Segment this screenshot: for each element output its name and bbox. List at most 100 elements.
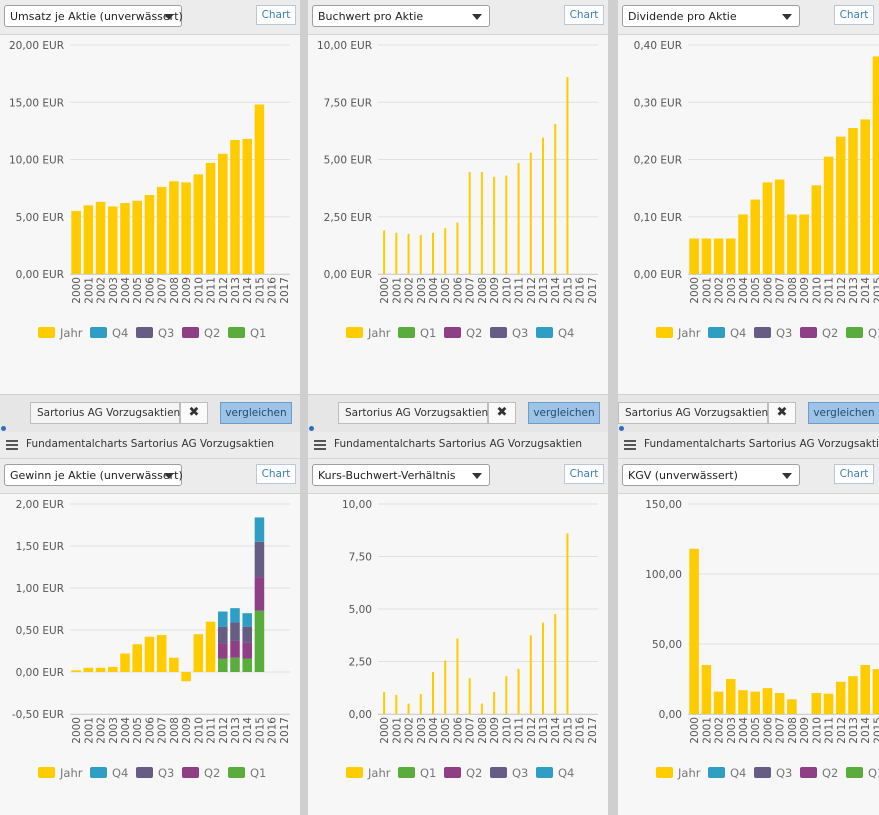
- legend-item-q4[interactable]: Q4: [708, 326, 746, 340]
- legend-item-q2[interactable]: Q2: [182, 766, 220, 780]
- chart-button[interactable]: Chart: [834, 464, 874, 484]
- x-tick-label: 2003: [416, 277, 428, 304]
- bar-2002: [713, 691, 724, 714]
- chevron-down-icon: [782, 14, 792, 20]
- chart-button[interactable]: Chart: [564, 5, 604, 25]
- close-icon[interactable]: ✖: [180, 402, 208, 424]
- metric-dropdown[interactable]: Buchwert pro Aktie: [312, 5, 490, 27]
- legend-item-jahr[interactable]: Jahr: [38, 766, 83, 780]
- legend-item-jahr[interactable]: Jahr: [38, 326, 83, 340]
- chevron-down-icon: [164, 473, 174, 479]
- x-tick-label: 2008: [477, 717, 489, 744]
- chart-toolbar: KGV (unverwässert) Chart: [618, 459, 879, 494]
- legend-item-q3[interactable]: Q3: [136, 326, 174, 340]
- legend-item-q1[interactable]: Q1: [846, 326, 879, 340]
- legend-swatch: [754, 327, 771, 338]
- y-tick-label: 0,00 EUR: [634, 269, 682, 281]
- menu-icon[interactable]: [314, 440, 326, 450]
- bar-2004: [120, 203, 130, 274]
- legend-item-q1[interactable]: Q1: [398, 766, 436, 780]
- chart-button[interactable]: Chart: [564, 464, 604, 484]
- legend-item-q1[interactable]: Q1: [228, 766, 266, 780]
- bar-2008: [480, 172, 483, 274]
- chart-button[interactable]: Chart: [834, 5, 874, 25]
- legend-swatch: [800, 327, 817, 338]
- legend-item-q2[interactable]: Q2: [444, 766, 482, 780]
- x-tick-label: 2005: [132, 717, 144, 744]
- bar-2006: [456, 638, 459, 714]
- resize-handle[interactable]: [309, 426, 314, 431]
- metric-dropdown[interactable]: Dividende pro Aktie: [622, 5, 800, 27]
- menu-icon[interactable]: [624, 440, 636, 450]
- bar-2013: [542, 622, 544, 714]
- close-icon[interactable]: ✖: [768, 402, 796, 424]
- legend-item-q3[interactable]: Q3: [754, 766, 792, 780]
- legend-item-q4[interactable]: Q4: [536, 766, 574, 780]
- security-selector[interactable]: Sartorius AG Vorzugsaktien: [338, 402, 488, 424]
- chart-button[interactable]: Chart: [256, 5, 296, 25]
- legend-label: Q1: [868, 766, 879, 780]
- resize-handle[interactable]: [1, 426, 6, 431]
- metric-dropdown[interactable]: KGV (unverwässert): [622, 464, 800, 486]
- legend-item-q3[interactable]: Q3: [490, 326, 528, 340]
- bar-2015: [566, 533, 569, 714]
- legend-item-q4[interactable]: Q4: [708, 766, 746, 780]
- chart-svg: 0,00 EUR 0,10 EUR 0,20 EUR 0,30 EUR 0,40 EUR…: [634, 40, 879, 340]
- metric-dropdown[interactable]: Umsatz je Aktie (unverwässert): [4, 5, 183, 27]
- menu-icon[interactable]: [6, 440, 18, 450]
- chart-button[interactable]: Chart: [256, 464, 296, 484]
- x-tick-label: 2014: [860, 717, 872, 744]
- resize-handle[interactable]: [619, 426, 624, 431]
- legend-item-jahr[interactable]: Jahr: [346, 326, 391, 340]
- legend-item-q2[interactable]: Q2: [800, 326, 838, 340]
- legend-label: Jahr: [59, 766, 83, 780]
- legend-item-q3[interactable]: Q3: [490, 766, 528, 780]
- compare-button[interactable]: vergleichen: [528, 402, 600, 424]
- legend-item-jahr[interactable]: Jahr: [656, 326, 701, 340]
- legend-label: Q4: [112, 326, 128, 340]
- bar-2001: [395, 695, 398, 714]
- x-tick-label: 2009: [181, 717, 193, 744]
- legend-swatch: [182, 767, 199, 778]
- chart-toolbar: Gewinn je Aktie (unverwässert) Chart: [0, 459, 300, 494]
- metric-dropdown[interactable]: Kurs-Buchwert-Verhältnis: [312, 464, 490, 486]
- legend-label: Q4: [558, 766, 574, 780]
- legend-item-q1[interactable]: Q1: [846, 766, 879, 780]
- legend-item-q2[interactable]: Q2: [444, 326, 482, 340]
- x-tick-label: 2015: [872, 717, 879, 744]
- close-icon[interactable]: ✖: [488, 402, 516, 424]
- legend-item-q1[interactable]: Q1: [228, 326, 266, 340]
- legend-item-q2[interactable]: Q2: [800, 766, 838, 780]
- bar-2004: [738, 214, 748, 274]
- compare-button[interactable]: vergleichen: [808, 402, 879, 424]
- legend-item-q2[interactable]: Q2: [182, 326, 220, 340]
- bar-2009: [181, 672, 191, 682]
- y-tick-label: 2,00 EUR: [16, 499, 64, 511]
- x-tick-label: 2011: [824, 277, 836, 304]
- compare-button[interactable]: vergleichen: [220, 402, 292, 424]
- legend-item-jahr[interactable]: Jahr: [346, 766, 391, 780]
- x-tick-label: 2007: [465, 717, 477, 744]
- bar-2011: [205, 621, 216, 672]
- chart-area: 0,00 EUR 0,10 EUR 0,20 EUR 0,30 EUR 0,40 EUR…: [618, 35, 879, 397]
- x-tick-label: 2000: [689, 717, 701, 744]
- x-tick-label: 2005: [440, 277, 452, 304]
- legend-label: Jahr: [59, 326, 83, 340]
- legend-item-q3[interactable]: Q3: [136, 766, 174, 780]
- x-tick-label: 2015: [872, 277, 879, 304]
- legend-item-q4[interactable]: Q4: [90, 326, 128, 340]
- legend-item-q1[interactable]: Q1: [398, 326, 436, 340]
- legend-item-q4[interactable]: Q4: [536, 326, 574, 340]
- bar-2015: [872, 669, 879, 714]
- legend-item-q3[interactable]: Q3: [754, 326, 792, 340]
- bar-Q1-2015: [254, 610, 265, 672]
- legend-item-jahr[interactable]: Jahr: [656, 766, 701, 780]
- security-selector[interactable]: Sartorius AG Vorzugsaktien: [30, 402, 180, 424]
- y-tick-label: 1,00 EUR: [16, 583, 64, 595]
- bar-2003: [108, 666, 118, 672]
- metric-dropdown[interactable]: Gewinn je Aktie (unverwässert): [4, 464, 183, 486]
- x-tick-label: 2013: [538, 277, 550, 304]
- y-tick-label: 0,00 EUR: [16, 667, 64, 679]
- legend-item-q4[interactable]: Q4: [90, 766, 128, 780]
- security-selector[interactable]: Sartorius AG Vorzugsaktien: [618, 402, 768, 424]
